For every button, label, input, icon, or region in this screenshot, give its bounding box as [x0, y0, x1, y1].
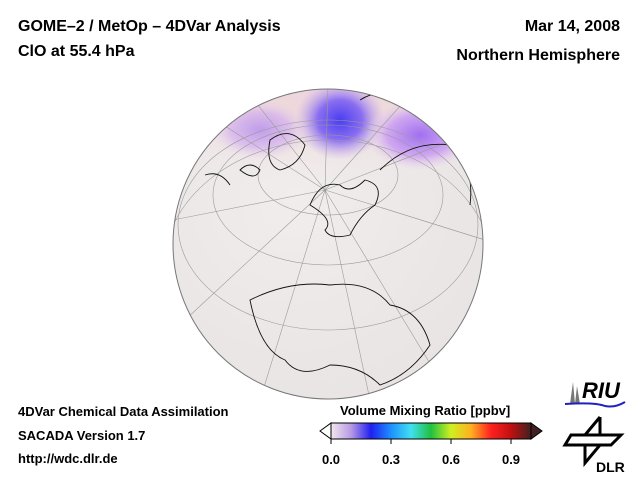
colorbar-title: Volume Mixing Ratio [ppbv]: [340, 403, 511, 418]
region-label: Northern Hemisphere: [456, 47, 620, 64]
colorbar-tick-label: 0.9: [501, 452, 521, 467]
colorbar: [319, 422, 543, 444]
colorbar-ticks: [330, 439, 512, 444]
colorbar-gradient: [330, 422, 532, 440]
footer-url-link[interactable]: http://wdc.dlr.de: [18, 451, 118, 466]
colorbar-tick-label: 0.3: [381, 452, 401, 467]
riu-logo: RIU: [564, 378, 626, 408]
svg-text:RIU: RIU: [582, 378, 621, 403]
colorbar-low-arrow: [319, 422, 332, 440]
footer-version-label: SACADA Version 1.7: [18, 428, 146, 443]
species-label: ClO at 55.4 hPa: [18, 43, 135, 60]
colorbar-high-arrow: [530, 422, 543, 440]
footer-assimilation-label: 4DVar Chemical Data Assimilation: [18, 404, 229, 419]
colorbar-tick-label: 0.6: [441, 452, 461, 467]
colorbar-tick-label: 0.0: [321, 452, 341, 467]
graticule: [173, 89, 483, 399]
svg-text:DLR: DLR: [596, 459, 625, 475]
dlr-logo: DLR: [562, 416, 625, 475]
date-label: Mar 14, 2008: [524, 18, 620, 35]
map-title: GOME–2 / MetOp – 4DVar Analysis: [18, 18, 281, 35]
